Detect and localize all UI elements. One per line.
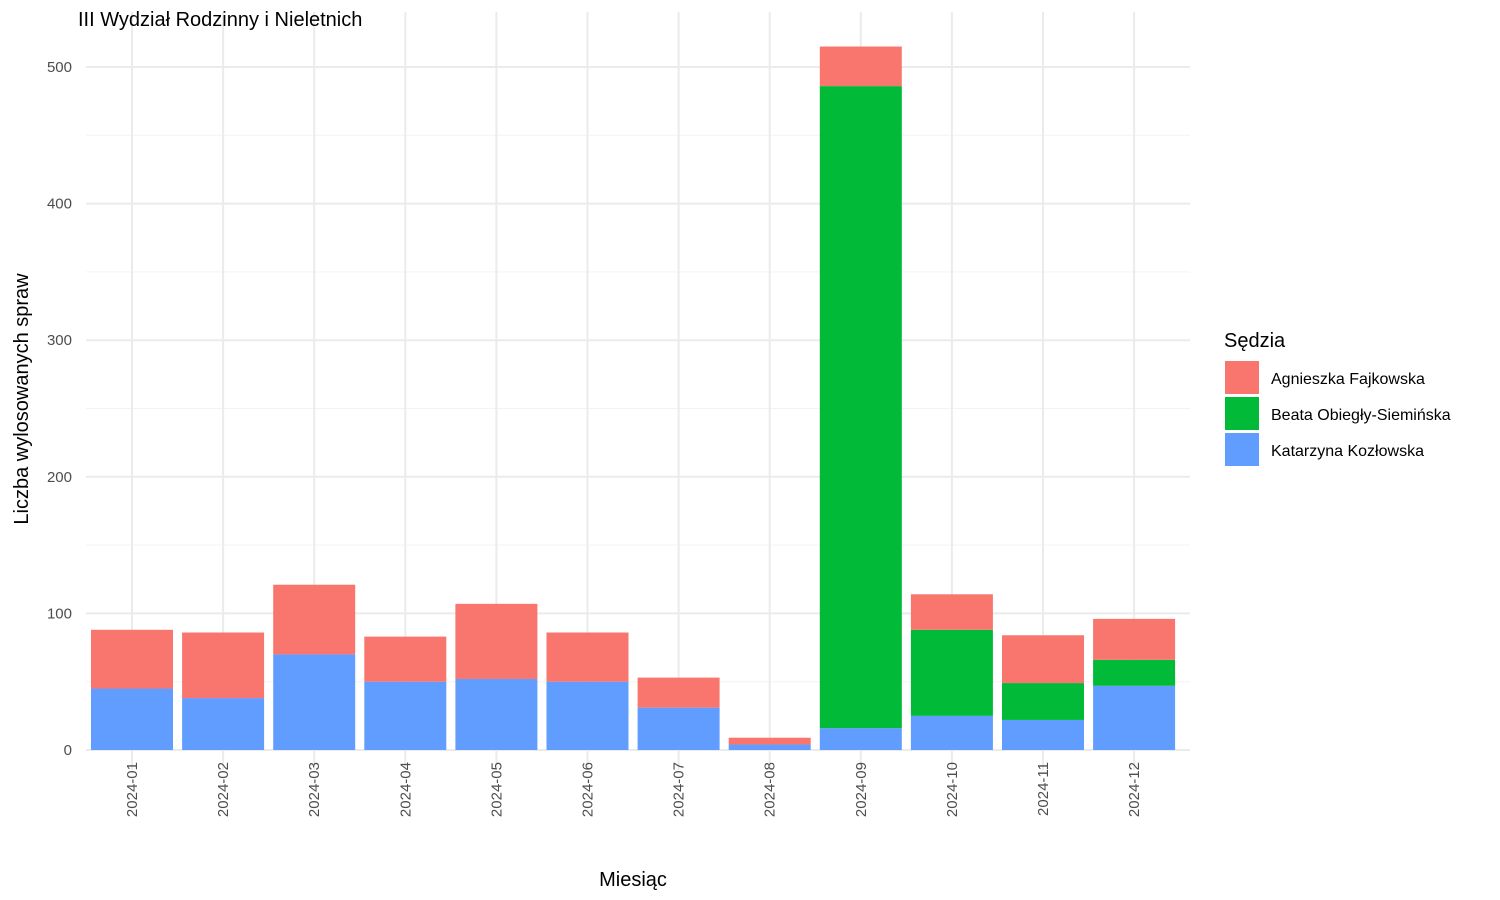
- x-tick-label: 2024-03: [306, 762, 323, 817]
- bar-segment: [1002, 683, 1084, 720]
- bar-segment: [819, 86, 902, 729]
- bar-segment: [364, 636, 447, 682]
- bar-segment: [546, 632, 629, 682]
- y-tick-label: 500: [47, 59, 72, 76]
- x-tick-label: 2024-05: [488, 762, 505, 817]
- x-tick-label: 2024-01: [124, 762, 141, 817]
- bar-segment: [728, 737, 811, 745]
- y-tick-label: 100: [47, 605, 72, 622]
- bar-segment: [637, 677, 720, 708]
- bar-segment: [1002, 719, 1084, 750]
- x-tick-label: 2024-08: [762, 762, 779, 817]
- x-tick-label: 2024-12: [1126, 762, 1143, 817]
- legend-swatch: [1225, 361, 1259, 394]
- y-axis-ticks: 0 100 200 300 400 500: [47, 59, 72, 759]
- bar-segment: [1093, 618, 1176, 660]
- bar-segment: [819, 46, 902, 87]
- x-tick-label: 2024-04: [397, 762, 414, 817]
- legend-swatch: [1225, 433, 1259, 466]
- x-tick-label: 2024-07: [671, 762, 688, 817]
- bar-segment: [728, 744, 811, 750]
- bar-segment: [1093, 685, 1176, 750]
- legend-label: Agnieszka Fajkowska: [1271, 371, 1425, 388]
- x-tick-label: 2024-09: [853, 762, 870, 817]
- bar-segment: [273, 584, 356, 655]
- legend-label: Beata Obiegły-Siemińska: [1271, 407, 1451, 424]
- x-tick-label: 2024-10: [944, 762, 961, 817]
- bar-segment: [819, 728, 902, 750]
- x-tick-label: 2024-11: [1035, 762, 1052, 816]
- x-tick-label: 2024-02: [215, 762, 232, 817]
- x-axis-title: Miesiąc: [599, 869, 667, 891]
- bar-segment: [91, 629, 173, 689]
- legend-title: Sędzia: [1224, 330, 1286, 352]
- y-tick-label: 0: [64, 742, 72, 759]
- bar-segment: [364, 681, 447, 750]
- bar-segment: [910, 629, 993, 716]
- bars: [91, 46, 1176, 750]
- bar-segment: [910, 594, 993, 630]
- bar-segment: [910, 715, 993, 750]
- legend-label: Katarzyna Kozłowska: [1271, 443, 1424, 460]
- bar-segment: [91, 688, 173, 750]
- bar-segment: [546, 681, 629, 750]
- y-tick-label: 200: [47, 469, 72, 486]
- y-tick-label: 400: [47, 196, 72, 213]
- legend: Agnieszka Fajkowska Beata Obiegły-Siemińs…: [1225, 361, 1451, 466]
- legend-swatch: [1225, 397, 1259, 430]
- chart-title: III Wydział Rodzinny i Nieletnich: [78, 9, 362, 31]
- y-axis-title: Liczba wylosowanych spraw: [11, 273, 33, 525]
- bar-segment: [1002, 635, 1084, 684]
- x-tick-label: 2024-06: [580, 762, 597, 817]
- x-axis-ticks: 2024-01 2024-02 2024-03 2024-04 2024-05 2024-…: [124, 762, 1143, 817]
- bar-segment: [455, 678, 538, 750]
- bar-segment: [182, 632, 265, 699]
- bar-segment: [455, 603, 538, 679]
- bar-segment: [637, 707, 720, 750]
- bar-segment: [1093, 659, 1176, 686]
- bar-segment: [273, 654, 356, 750]
- y-tick-label: 300: [47, 332, 72, 349]
- bar-segment: [182, 698, 265, 750]
